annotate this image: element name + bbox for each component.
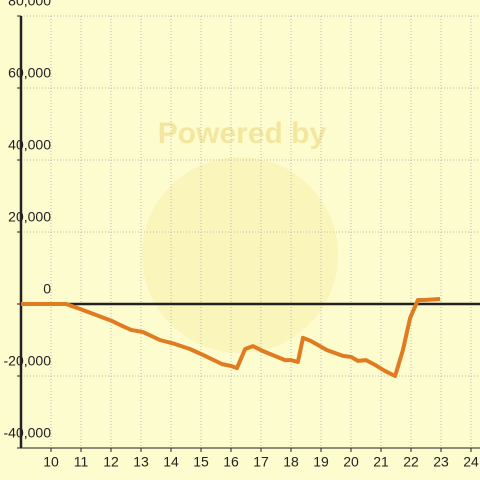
y-tick-label: 80,000 (8, 0, 51, 9)
x-tick-label: 20 (343, 454, 359, 470)
x-tick-label: 12 (103, 454, 119, 470)
x-tick-label: 11 (74, 454, 89, 470)
x-tick-label: 16 (223, 454, 239, 470)
y-tick-label: 0 (43, 281, 51, 297)
x-tick-label: 13 (133, 454, 149, 470)
y-tick-label: 60,000 (8, 65, 51, 81)
line (21, 296, 441, 378)
y-tick-label: -20,000 (4, 353, 52, 369)
x-tick-label: 18 (283, 454, 299, 470)
watermark: Powered by (158, 117, 327, 150)
x-tick-label: 24 (463, 454, 479, 470)
x-tick-label: 14 (163, 454, 179, 470)
x-tick-label: 23 (433, 454, 449, 470)
y-tick-label: 20,000 (8, 209, 51, 225)
x-tick-label: 15 (193, 454, 209, 470)
x-tick-label: 10 (43, 454, 59, 470)
y-tick-label: -40,000 (4, 425, 52, 441)
x-tick-label: 17 (253, 454, 269, 470)
x-tick-label: 22 (403, 454, 419, 470)
watermark-logo (142, 157, 338, 353)
x-tick-label: 19 (313, 454, 329, 470)
x-tick-label: 21 (373, 454, 389, 470)
y-tick-label: 40,000 (8, 137, 51, 153)
